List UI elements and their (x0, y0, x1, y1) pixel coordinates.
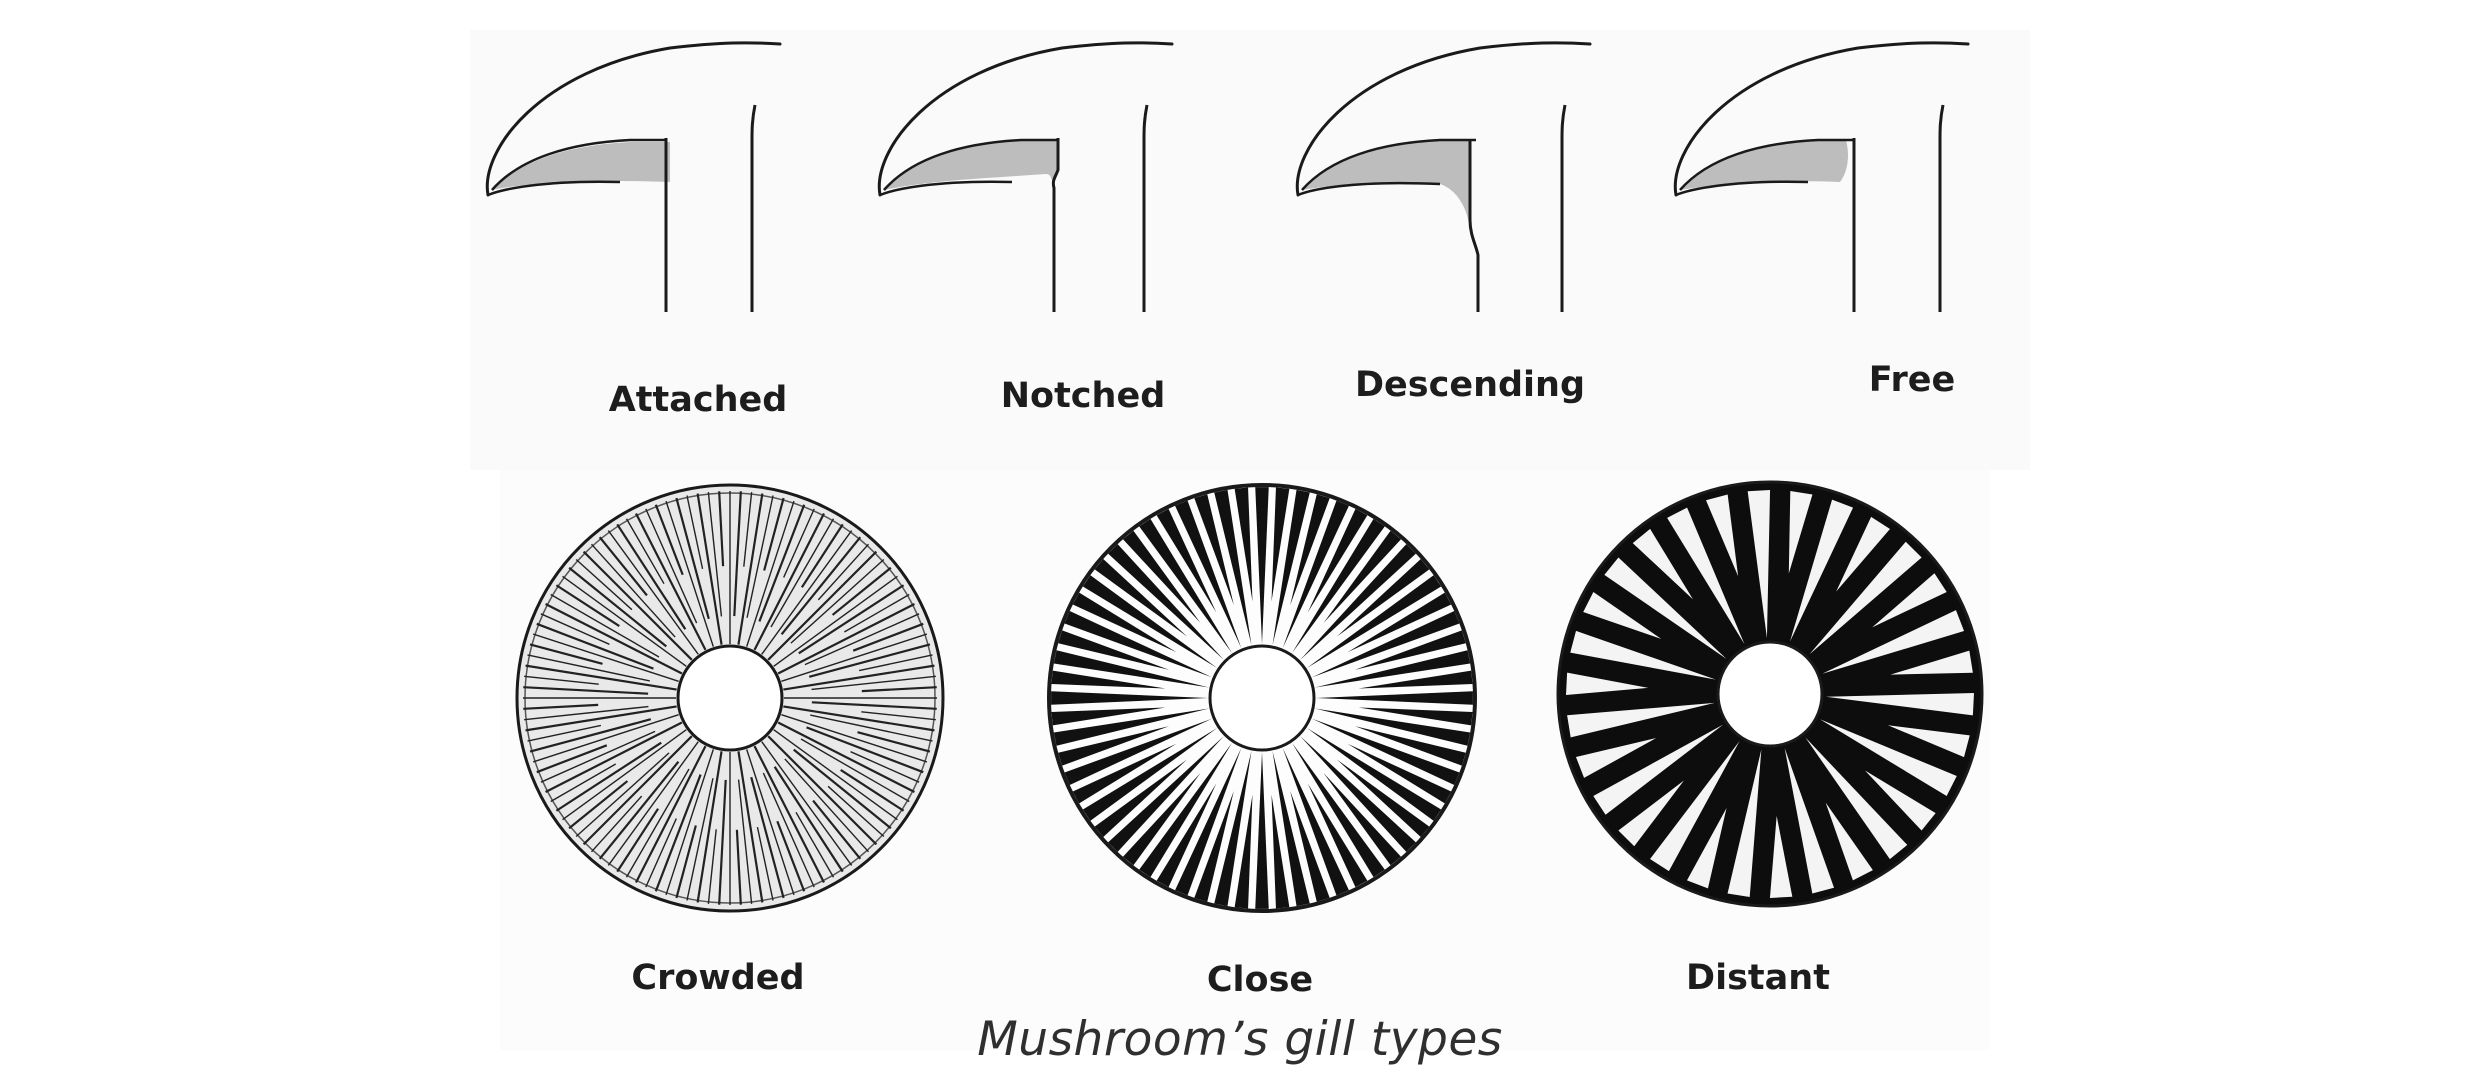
label-attached: Attached (608, 380, 788, 420)
stem-left-edge (1468, 140, 1480, 312)
label-descending: Descending (1354, 365, 1586, 405)
gill-attached-icon (485, 41, 782, 312)
label-notched: Notched (1000, 376, 1166, 416)
cap-outline (1673, 41, 1970, 197)
gill-shading (1302, 140, 1470, 230)
stem-hole (1716, 640, 1824, 748)
cap-outline (485, 41, 782, 197)
label-distant: Distant (1686, 958, 1830, 998)
stem-right-edge (750, 104, 757, 312)
gill-shading (1680, 140, 1848, 190)
attachment-panel-free (1668, 30, 1988, 330)
cap-outline (877, 41, 1174, 197)
gill-distant-icon (1556, 480, 1984, 908)
spacing-panel-crowded (490, 458, 970, 938)
stem-left-edge (1051, 138, 1060, 312)
gill-free-icon (1673, 41, 1970, 312)
stem-right-edge (1142, 104, 1149, 312)
attachment-panel-attached (480, 30, 800, 330)
stem-right-edge (1560, 104, 1567, 312)
gill-crowded-icon (515, 483, 945, 913)
attachment-row-background (470, 30, 2030, 470)
spacing-panel-close (1022, 458, 1502, 938)
stem-hole (676, 644, 784, 752)
stem-right-edge (1938, 104, 1945, 312)
label-close: Close (1206, 960, 1314, 1000)
attachment-panel-notched (872, 30, 1192, 330)
label-crowded: Crowded (631, 958, 805, 998)
label-free: Free (1868, 360, 1956, 400)
spacing-panel-distant (1530, 454, 2010, 934)
figure-caption: Mushroom’s gill types (977, 1012, 1503, 1067)
stem-hole (1208, 644, 1316, 752)
gill-shading (492, 142, 670, 190)
gill-close-icon (1047, 483, 1477, 913)
gill-notched-icon (877, 41, 1174, 312)
cap-outline (1295, 41, 1592, 197)
gill-shading (884, 140, 1059, 190)
gill-descending-icon (1295, 41, 1592, 312)
attachment-panel-descending (1290, 30, 1610, 330)
